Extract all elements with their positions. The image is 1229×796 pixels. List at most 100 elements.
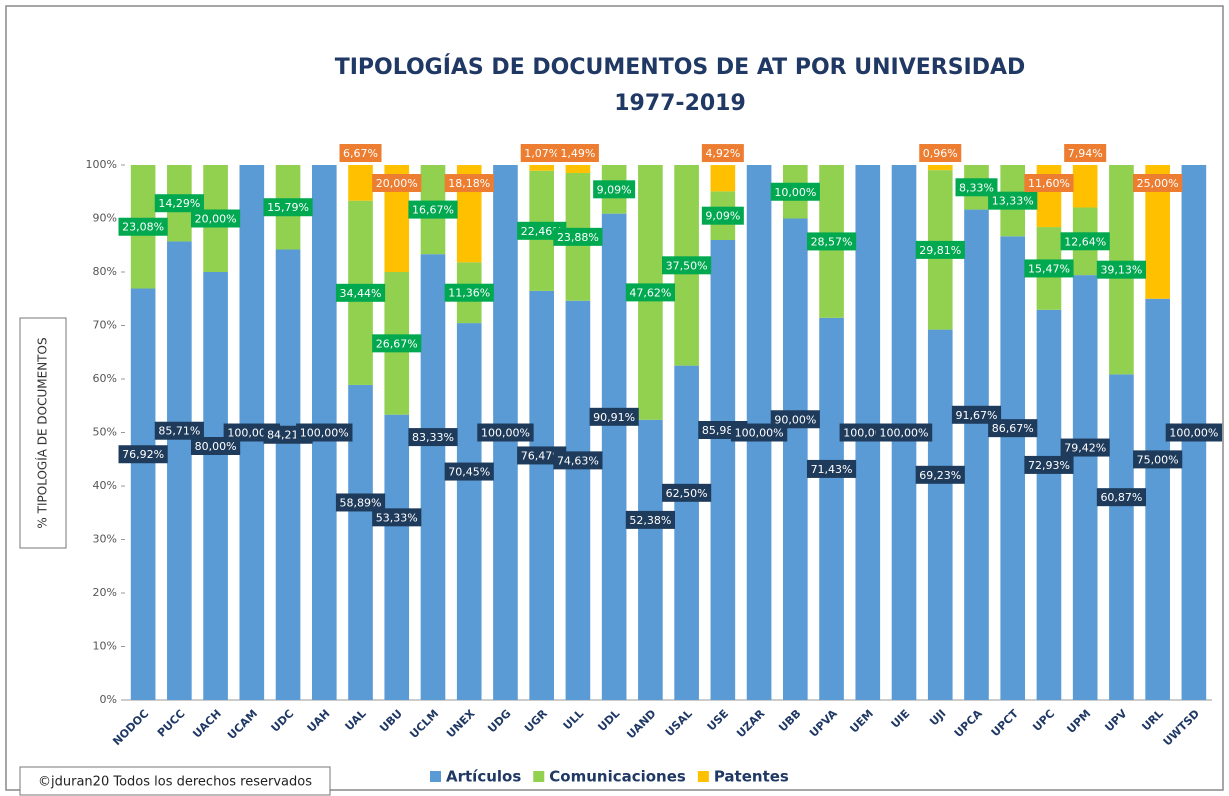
data-label: 100,00% [880, 427, 929, 440]
data-label-box [1024, 174, 1074, 192]
data-label-box [806, 232, 857, 251]
data-label: 23,88% [557, 231, 599, 244]
data-label: 12,64% [1064, 235, 1106, 248]
data-label-box [372, 508, 422, 527]
bar-segment [420, 254, 446, 700]
y-tick-label: 80% [93, 265, 117, 278]
data-label-box [915, 240, 965, 259]
data-label-box [296, 423, 353, 442]
data-label: 100,00% [1169, 427, 1218, 440]
bar-segment [927, 165, 953, 171]
data-label: 83,33% [412, 431, 454, 444]
data-label: 15,47% [1028, 262, 1070, 275]
data-label-box [1064, 144, 1107, 162]
bar-segment [565, 300, 591, 700]
data-label-box [593, 180, 636, 199]
bar-segment [710, 240, 736, 700]
y-tick-label: 60% [93, 372, 117, 385]
data-label-box [339, 144, 382, 162]
bar-segment [1072, 275, 1098, 700]
data-label-box [955, 178, 998, 197]
data-label: 1,07% [524, 147, 559, 160]
legend-swatch [697, 771, 709, 782]
data-label-box [1060, 438, 1110, 457]
data-label-box [444, 462, 494, 481]
data-label-box [263, 198, 313, 217]
bar-segment [384, 414, 410, 700]
data-label-box [919, 144, 962, 162]
bar-segment [638, 419, 663, 700]
data-label: 79,42% [1064, 442, 1106, 455]
data-label: 100,00% [300, 427, 349, 440]
bar-segment [674, 365, 699, 700]
y-tick-label: 70% [93, 319, 117, 332]
data-label-box [190, 209, 241, 228]
data-label: 29,81% [919, 244, 961, 257]
data-label-box [154, 421, 204, 440]
data-label: 60,87% [1100, 491, 1142, 504]
y-tick-label: 10% [93, 640, 117, 653]
data-label-box [625, 510, 675, 529]
data-label: 8,33% [959, 181, 994, 194]
data-label-box [1096, 488, 1147, 507]
y-tick-label: 40% [93, 479, 117, 492]
data-label-box [477, 423, 534, 442]
data-label: 20,00% [376, 177, 418, 190]
data-label: 90,00% [774, 413, 816, 426]
chart-title: TIPOLOGÍAS DE DOCUMENTOS DE AT POR UNIVE… [335, 54, 1026, 80]
y-axis-label: % TIPOLOGÍA DE DOCUMENTOS [35, 337, 50, 528]
data-label: 9,09% [705, 210, 740, 223]
data-label-box [1024, 455, 1074, 474]
data-label: 90,91% [593, 411, 635, 424]
bar-segment [782, 218, 808, 700]
bar-segment [1109, 374, 1134, 700]
legend-label: Patentes [714, 768, 789, 786]
data-label: 70,45% [448, 466, 490, 479]
legend-label: Artículos [446, 768, 521, 786]
data-label-box [1165, 423, 1223, 442]
data-label: 72,93% [1028, 459, 1070, 472]
data-label-box [806, 459, 857, 478]
data-label: 0,96% [923, 147, 958, 160]
data-label: 16,67% [412, 204, 454, 217]
bar-segment [565, 165, 591, 173]
bar-segment [529, 165, 555, 171]
data-label-box [589, 407, 639, 426]
data-label: 39,13% [1100, 264, 1142, 277]
data-label: 52,38% [629, 514, 671, 527]
data-label: 91,67% [956, 409, 998, 422]
footer-box [19, 766, 331, 796]
data-label-box [988, 191, 1038, 210]
data-label-box [408, 428, 458, 447]
data-label: 15,79% [267, 201, 309, 214]
data-label: 53,33% [376, 511, 418, 524]
data-label-box [408, 200, 458, 219]
data-label: 11,60% [1028, 177, 1070, 190]
bar-segment [1072, 165, 1098, 208]
data-label: 25,00% [1137, 177, 1179, 190]
bar-segment [130, 288, 156, 700]
data-label: 6,67% [343, 147, 378, 160]
data-label: 23,08% [122, 221, 164, 234]
data-label: 4,92% [705, 147, 740, 160]
data-label-box [625, 283, 675, 302]
data-label: 76,47% [521, 449, 563, 462]
bar-segment [601, 213, 627, 700]
y-tick-label: 20% [93, 586, 117, 599]
data-label: 80,00% [195, 440, 237, 453]
data-label-box [118, 217, 168, 236]
data-label-box [154, 194, 204, 213]
y-tick-label: 30% [93, 533, 117, 546]
data-label: 20,00% [195, 213, 237, 226]
chart-subtitle: 1977-2019 [614, 91, 746, 116]
data-label-box [988, 419, 1038, 438]
bar-segment [927, 329, 953, 700]
data-label: 86,67% [992, 422, 1034, 435]
data-label-box [118, 445, 168, 464]
legend-swatch [533, 771, 545, 782]
data-label: 69,23% [919, 469, 961, 482]
data-label-box [553, 227, 603, 246]
data-label: 85,71% [158, 425, 200, 438]
data-label-box [701, 206, 744, 225]
